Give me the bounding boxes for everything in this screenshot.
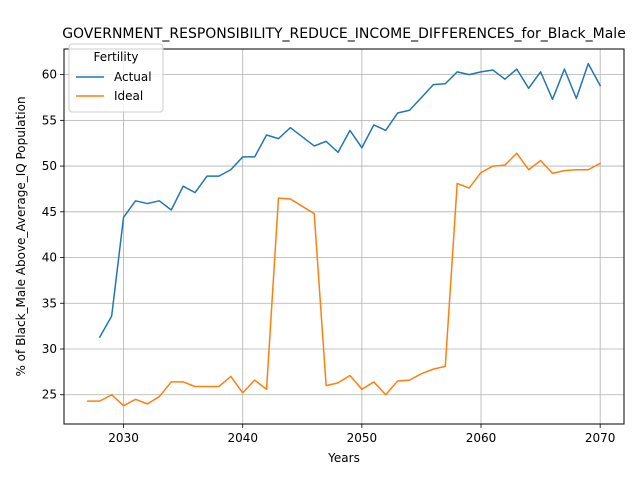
y-tick-label: 40 [42,251,57,265]
x-tick-label: 2030 [108,431,139,445]
legend-title: Fertility [93,50,138,64]
legend-label-actual: Actual [114,70,152,84]
legend-label-ideal: Ideal [114,89,143,103]
y-tick-label: 50 [42,159,57,173]
x-axis-ticks: 2030 2040 2050 2060 2070 [108,424,615,445]
y-tick-label: 25 [42,388,57,402]
x-tick-label: 2070 [585,431,616,445]
legend-box [68,43,164,113]
x-tick-label: 2040 [227,431,258,445]
y-axis-label: % of Black_Male Above_Average_IQ Populat… [14,96,28,376]
chart-title: GOVERNMENT_RESPONSIBILITY_REDUCE_INCOME_… [62,26,626,42]
x-tick-label: 2050 [347,431,378,445]
y-tick-label: 45 [42,205,57,219]
y-tick-label: 30 [42,342,57,356]
y-axis-ticks: 25 30 35 40 45 50 55 60 [42,68,64,402]
series-layer [87,62,602,407]
plot-frame [63,48,625,425]
series-line-actual [98,62,602,339]
y-tick-label: 35 [42,296,57,310]
legend: Fertility Actual Ideal [68,43,164,113]
y-tick-label: 60 [42,68,57,82]
series-line-ideal [87,152,602,407]
x-tick-label: 2060 [466,431,497,445]
x-axis-label: Years [327,451,360,465]
y-tick-label: 55 [42,113,57,127]
grid-lines [64,49,624,424]
